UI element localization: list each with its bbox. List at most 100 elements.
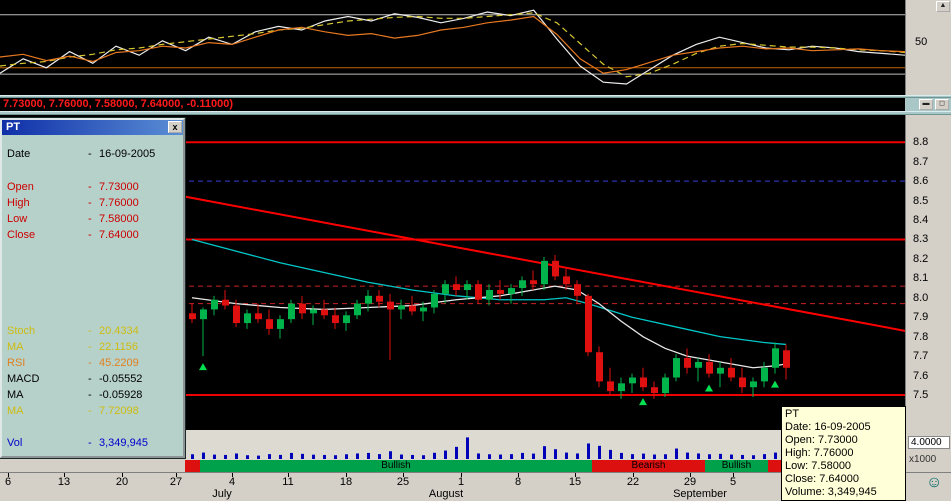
data-row-label: Stoch — [7, 325, 36, 337]
buy-arrow-icon — [199, 363, 207, 371]
volume-bar — [631, 454, 634, 459]
data-row-rsi: RSI -45.2209 — [2, 357, 183, 371]
volume-bar — [686, 452, 689, 459]
date-tickmark — [575, 473, 576, 477]
data-row-open: Open -7.73000 — [2, 181, 183, 195]
indicator-line-stoch — [0, 9, 906, 85]
volume-bar — [730, 454, 733, 459]
volume-bar — [499, 454, 502, 459]
volume-bar — [235, 453, 238, 459]
price-axis-label: 8.3 — [913, 233, 929, 246]
ma-long-line — [191, 238, 787, 346]
tooltip-line: Open: 7.73000 — [785, 434, 858, 446]
pane-divider[interactable] — [0, 111, 951, 115]
data-row-separator: - — [88, 373, 92, 385]
date-tickmark — [176, 473, 177, 477]
volume-bar — [609, 449, 612, 459]
candle-body — [354, 303, 361, 316]
volume-bar — [477, 453, 480, 459]
data-row-value: 7.73000 — [99, 181, 139, 193]
date-tick-label: 8 — [514, 476, 522, 488]
candle-body — [244, 313, 251, 324]
data-row-separator: - — [88, 229, 92, 241]
indicator-axis-label: 50 — [915, 36, 928, 48]
candle-body — [475, 284, 482, 300]
candle-body — [497, 290, 504, 294]
indicator-axis: ▲ 50 — [905, 0, 951, 95]
candle-body — [409, 305, 416, 312]
candle-body — [266, 319, 273, 329]
date-tickmark — [346, 473, 347, 477]
candle-body — [376, 295, 383, 302]
candle-body — [629, 377, 636, 384]
data-row-separator: - — [88, 197, 92, 209]
candle-body — [651, 387, 658, 394]
volume-axis: 4.0000 x1000 — [905, 430, 951, 472]
sentiment-bar: Bullish Bearish Bullish — [0, 460, 905, 472]
data-row-value: 7.72098 — [99, 405, 139, 417]
candle-body — [530, 280, 537, 285]
quote-values: 7.73000, 7.76000, 7.58000, 7.64000, -0.1… — [3, 98, 233, 110]
data-row-value: 22.1156 — [99, 341, 138, 353]
data-row-separator: - — [88, 389, 92, 401]
candle-body — [222, 299, 229, 306]
tooltip-line: PT — [785, 408, 800, 420]
scroll-up-button[interactable]: ▲ — [936, 1, 950, 12]
pane-minimize-button[interactable]: ▬ — [919, 99, 933, 110]
volume-bar — [202, 452, 205, 459]
month-label: August — [428, 488, 464, 500]
volume-bar — [719, 453, 722, 459]
volume-bar — [378, 454, 381, 459]
indicator-line-rsi — [0, 15, 906, 74]
buy-arrow-icon — [705, 384, 713, 392]
month-label: September — [673, 488, 727, 500]
candle-body — [420, 307, 427, 312]
close-icon[interactable]: x — [168, 121, 182, 133]
candle-body — [211, 299, 218, 310]
candle-body — [706, 361, 713, 374]
price-axis-label: 7.5 — [913, 389, 929, 401]
pane-divider[interactable] — [0, 95, 951, 98]
volume-bar — [367, 452, 370, 459]
data-row-vol: Vol -3,349,945 — [2, 437, 183, 451]
candle-body — [431, 293, 438, 308]
candle-body — [772, 348, 779, 368]
date-tickmark — [232, 473, 233, 477]
sentiment-segment — [185, 460, 200, 472]
candle-body — [673, 358, 680, 378]
data-window[interactable]: PT x Date -16-09-2005 Open -7.73000 High -7.7… — [0, 118, 185, 458]
price-axis-label: 8.7 — [913, 155, 929, 168]
volume-bar — [279, 454, 282, 459]
candle-body — [761, 367, 768, 382]
date-tick-label: 22 — [626, 476, 640, 488]
date-tick-label: 29 — [683, 476, 697, 488]
candle-body — [288, 303, 295, 320]
data-row-label: Open — [7, 181, 34, 193]
tooltip-line: Low: 7.58000 — [785, 460, 852, 472]
pane-maximize-button[interactable]: ◻ — [935, 99, 949, 110]
price-axis-label: 8.1 — [913, 272, 929, 285]
data-window-titlebar[interactable]: PT x — [2, 120, 183, 135]
pane-controls: ▬ ◻ — [905, 98, 951, 111]
volume-bar — [323, 454, 326, 459]
date-tick-label: 20 — [115, 476, 129, 488]
date-tickmark — [64, 473, 65, 477]
data-row-label: Close — [7, 229, 36, 241]
volume-bar — [224, 454, 227, 459]
indicator-panel[interactable] — [0, 0, 906, 95]
date-tickmark — [461, 473, 462, 477]
price-axis-label: 8.6 — [913, 175, 929, 188]
candle-body — [343, 315, 350, 324]
candle-body — [695, 361, 702, 368]
sentiment-segment: Bullish — [200, 460, 592, 472]
data-window-body: Date -16-09-2005 Open -7.73000 High -7.76000 L… — [2, 135, 183, 456]
price-axis-label: 8.5 — [913, 194, 929, 207]
indicator-line-stoch-ma — [0, 12, 906, 78]
volume-bar — [741, 454, 744, 459]
candle-body — [662, 377, 669, 394]
data-row-label: RSI — [7, 357, 26, 369]
volume-bar — [268, 454, 271, 459]
date-tick-label: 6 — [4, 476, 12, 488]
buy-arrow-icon — [771, 380, 779, 388]
price-axis: 8.8 8.7 8.6 8.5 8.4 8.3 8.2 8.1 8.0 7.9 7.8 7.7 7.6 7… — [905, 115, 951, 430]
